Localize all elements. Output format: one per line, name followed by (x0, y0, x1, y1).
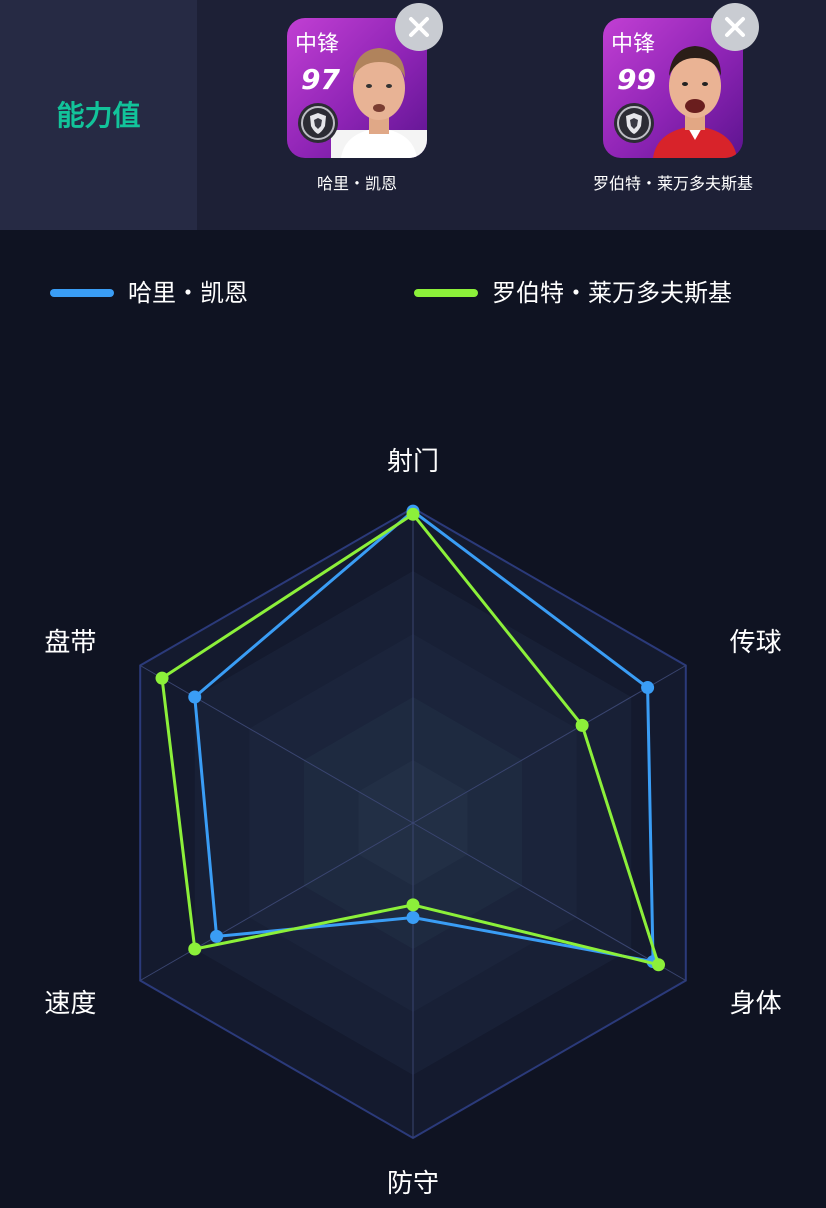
legend-label-1: 哈里・凯恩 (128, 279, 248, 307)
legend-item-1: 哈里・凯恩 (50, 276, 248, 310)
legend-swatch-2 (414, 289, 478, 297)
axis-label-physical: 身体 (729, 988, 782, 1019)
radar-svg (139, 504, 687, 1140)
remove-player-2-button[interactable] (711, 3, 759, 51)
radar-point-1-2 (641, 681, 655, 695)
radar-spoke (412, 822, 687, 981)
radar-point-1-4 (406, 911, 420, 924)
compare-header: 能力值 中锋 97 (0, 0, 826, 230)
radar-spoke (139, 822, 414, 981)
axis-label-shooting: 射门 (386, 447, 439, 477)
player-name-2: 罗伯特・莱万多夫斯基 (592, 174, 753, 193)
radar-spoke (139, 665, 414, 824)
radar-point-2-6 (155, 671, 169, 685)
radar-point-2-2 (575, 718, 589, 732)
axis-label-dribbling: 盘带 (44, 627, 97, 658)
radar-point-2-4 (406, 898, 420, 912)
axis-label-defense: 防守 (386, 1169, 439, 1199)
legend-swatch-1 (50, 289, 114, 297)
radar-point-2-3 (652, 958, 666, 972)
radar-point-2-5 (188, 942, 202, 956)
player-photo-1 (331, 48, 427, 158)
close-icon (725, 17, 745, 37)
player-name-1: 哈里・凯恩 (316, 174, 397, 193)
player-photo-2 (653, 46, 737, 158)
close-icon (409, 17, 429, 37)
player-position-1: 中锋 (295, 32, 340, 57)
shield-badge-icon (614, 103, 654, 143)
player-position-2: 中锋 (611, 32, 656, 57)
radar-point-2-1 (406, 507, 420, 521)
legend-label-2: 罗伯特・莱万多夫斯基 (492, 279, 732, 307)
tab-ability-label: 能力值 (56, 99, 141, 132)
radar-spoke (412, 665, 687, 824)
radar-chart: 射门 传球 身体 防守 速度 盘带 (0, 420, 826, 1208)
axis-label-passing: 传球 (729, 627, 782, 658)
legend-item-2: 罗伯特・莱万多夫斯基 (414, 276, 732, 310)
player-rating-2: 99 (617, 63, 656, 96)
axis-label-speed: 速度 (44, 988, 97, 1019)
shield-badge-icon (298, 103, 338, 143)
remove-player-1-button[interactable] (395, 3, 443, 51)
radar-point-1-5 (210, 929, 224, 943)
radar-point-1-6 (188, 690, 202, 704)
tab-ability[interactable]: 能力值 (0, 0, 197, 230)
player-rating-1: 97 (301, 63, 340, 96)
